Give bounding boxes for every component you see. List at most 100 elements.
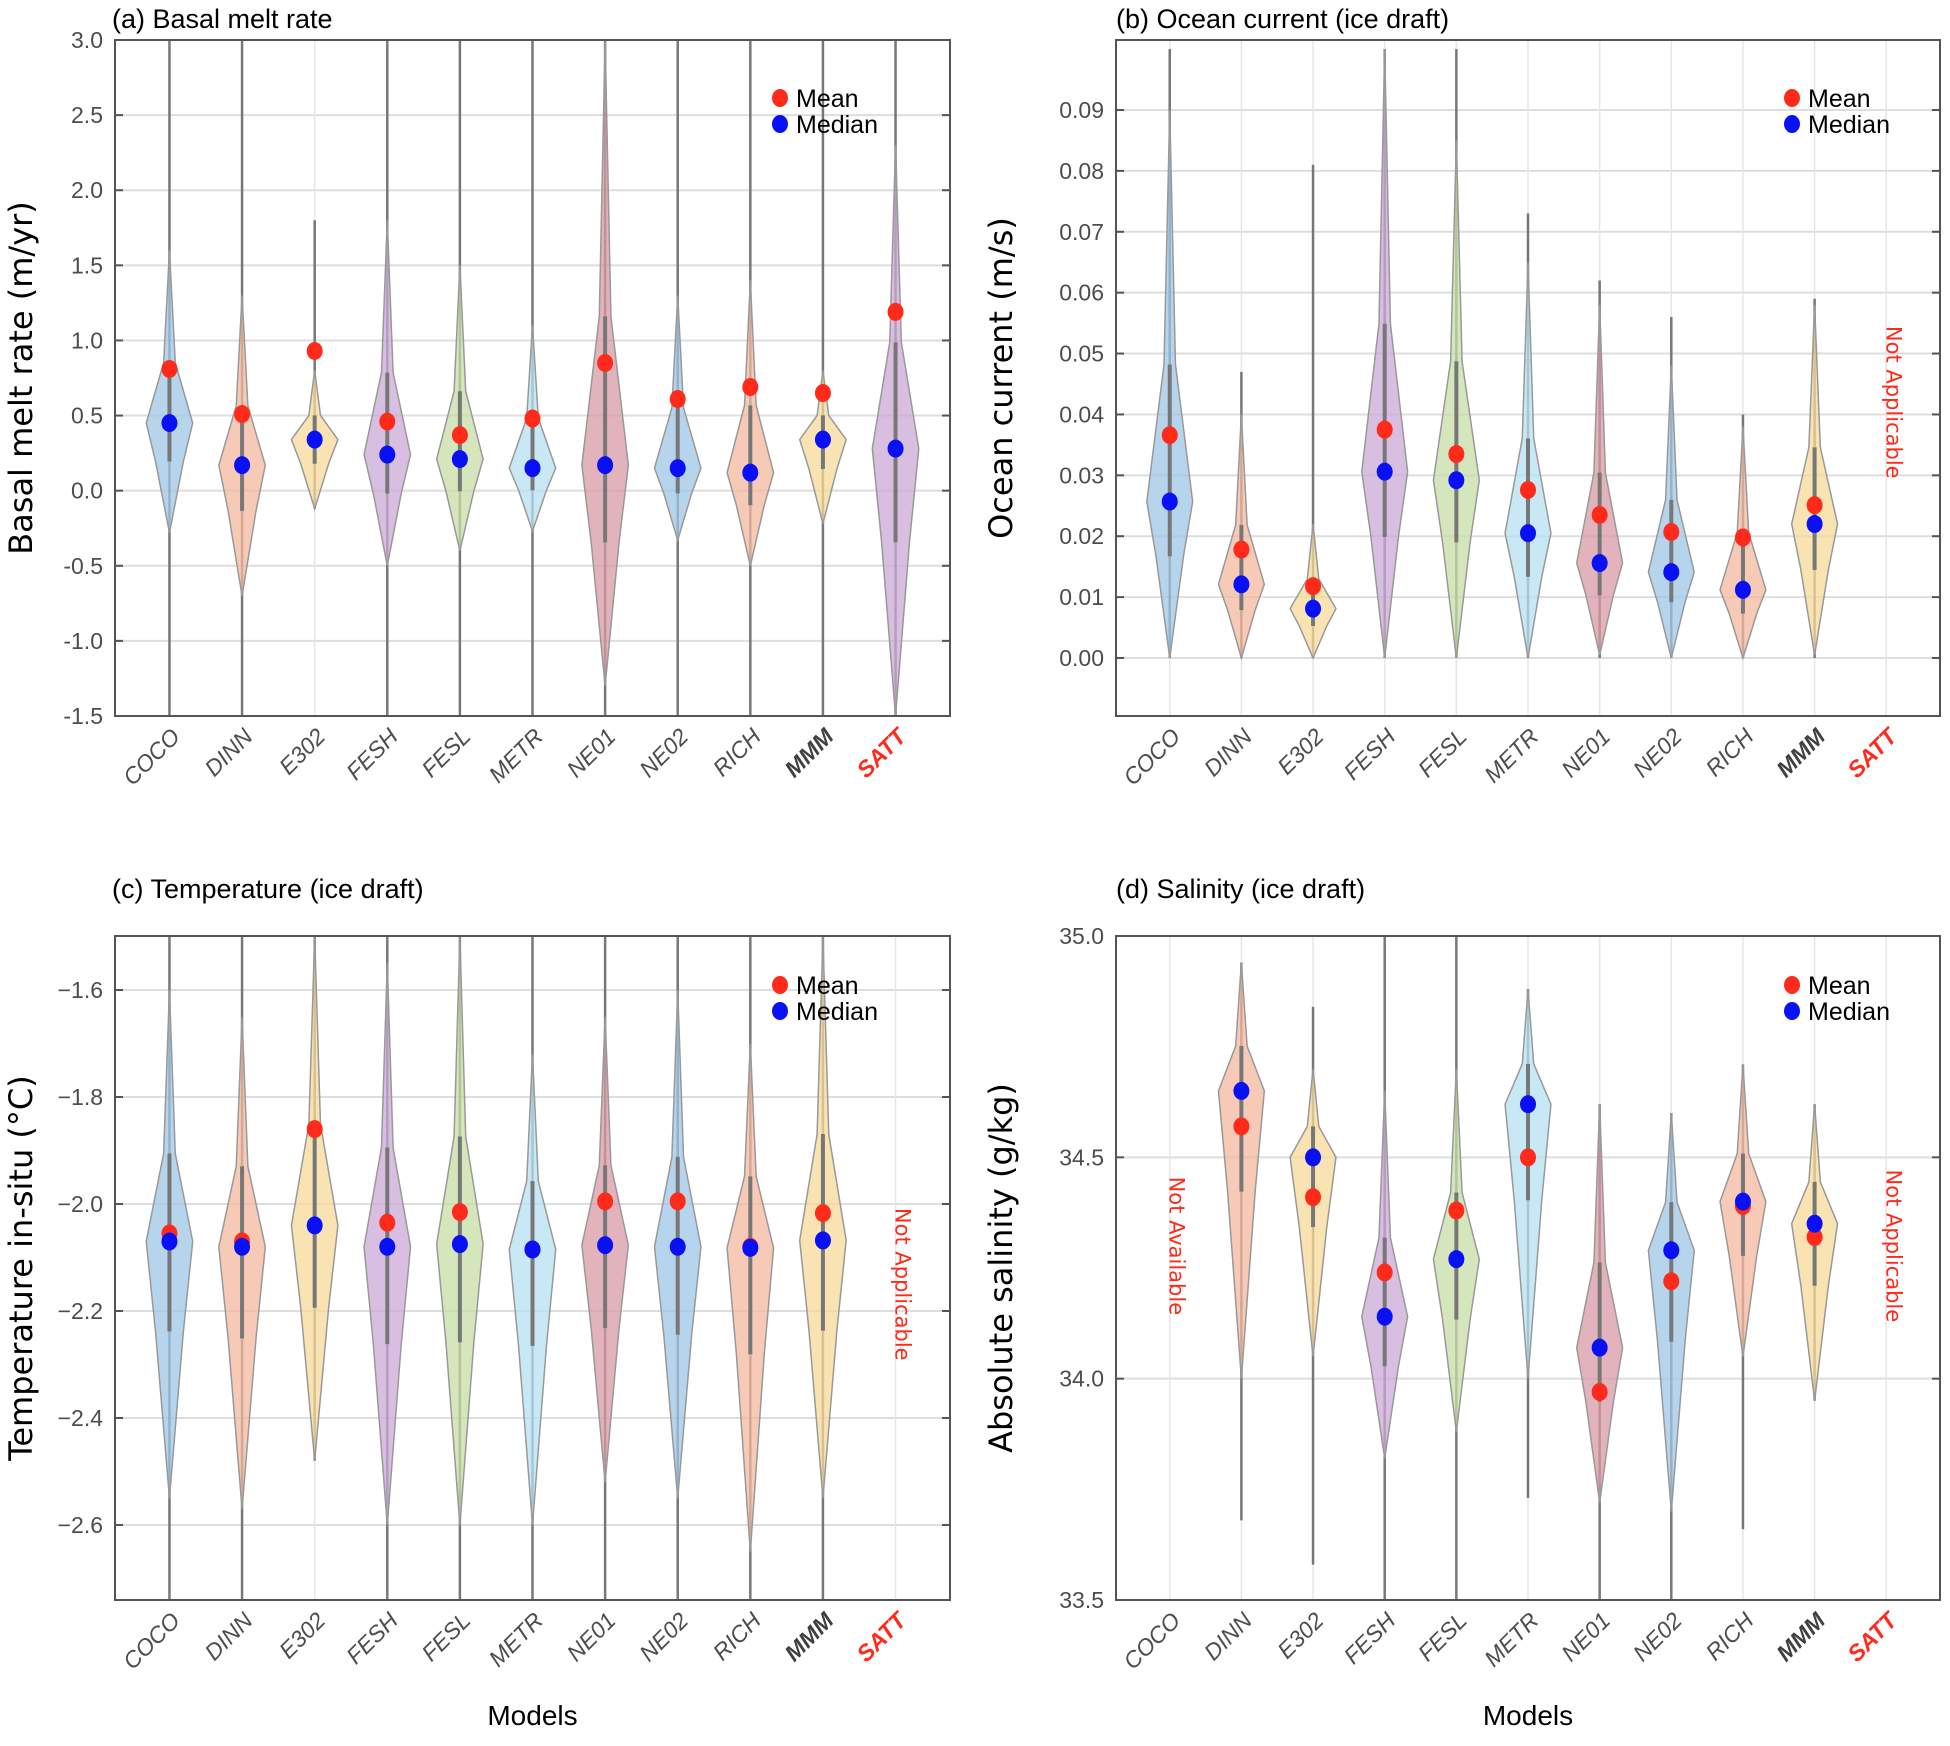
median-point (669, 459, 686, 478)
y-tick-label: -1.0 (63, 628, 103, 654)
x-tick-label: MMM (779, 1607, 839, 1667)
x-tick-label: NE01 (562, 723, 621, 782)
x-tick-label: FESH (341, 1607, 403, 1669)
x-tick-label: COCO (1118, 723, 1185, 790)
median-point (524, 459, 541, 478)
y-tick-label: 0.01 (1059, 584, 1104, 610)
mean-point (306, 341, 323, 360)
legend-median-label: Median (796, 111, 878, 139)
x-tick-label: E302 (274, 723, 331, 780)
legend-mean-label: Mean (1808, 972, 1871, 1000)
x-axis-label: Models (1483, 1700, 1573, 1731)
x-tick-label: SATT (851, 1606, 912, 1667)
median-point (524, 1240, 541, 1259)
x-tick-label: FESL (1413, 1607, 1472, 1666)
mean-point (1233, 1117, 1250, 1136)
mean-point (379, 1213, 396, 1232)
panel-title: (b) Ocean current (ice draft) (1116, 4, 1449, 34)
median-point (1376, 462, 1393, 481)
y-tick-label: 1.0 (71, 327, 103, 353)
x-tick-label: RICH (1700, 723, 1758, 781)
y-tick-label: 0.04 (1059, 401, 1104, 427)
legend-median-marker (772, 115, 788, 133)
panel-title: (a) Basal melt rate (112, 4, 333, 34)
mean-point (814, 1204, 831, 1223)
plot-frame (1115, 39, 1941, 717)
mean-point (524, 409, 541, 428)
x-tick-label: FESL (416, 1607, 475, 1666)
median-point (1448, 471, 1465, 490)
mean-point (1663, 522, 1680, 541)
legend-median-marker (1784, 1002, 1800, 1020)
plot-frame (1115, 935, 1941, 1601)
legend-mean-marker (772, 89, 788, 107)
x-tick-label: FESH (1338, 1607, 1400, 1669)
x-tick-label: NE02 (634, 723, 693, 782)
mean-point (451, 1203, 468, 1222)
mean-point (1806, 496, 1823, 515)
x-tick-label: FESL (416, 723, 475, 782)
y-tick-label: -1.5 (63, 703, 103, 729)
x-tick-label: FESH (341, 723, 403, 785)
not-applicable-note: Not Applicable (1881, 326, 1905, 479)
legend-mean-marker (1784, 976, 1800, 994)
median-point (306, 430, 323, 449)
y-tick-label: 2.5 (71, 102, 103, 128)
y-tick-label: −2.0 (58, 1191, 103, 1217)
mean-point (597, 1192, 614, 1211)
median-point (234, 456, 251, 475)
median-point (1305, 1148, 1322, 1167)
median-point (1520, 1095, 1536, 1114)
median-point (1734, 580, 1751, 599)
y-tick-label: −2.4 (58, 1405, 104, 1431)
median-point (234, 1237, 251, 1256)
mean-point (887, 302, 904, 321)
median-point (597, 1236, 614, 1255)
median-point (1591, 1338, 1608, 1357)
mean-point (1591, 505, 1608, 524)
mean-point (451, 426, 468, 445)
median-point (451, 1235, 468, 1254)
median-point (1376, 1307, 1393, 1326)
y-tick-label: −2.2 (58, 1298, 103, 1324)
not-applicable-note: Not Applicable (1881, 1170, 1905, 1323)
mean-point (1376, 1263, 1393, 1282)
panel-title: (c) Temperature (ice draft) (112, 874, 424, 904)
legend-median-marker (772, 1002, 788, 1020)
y-tick-label: 0.08 (1059, 158, 1104, 184)
x-tick-label: COCO (118, 1607, 185, 1674)
mean-point (1520, 480, 1536, 499)
y-tick-label: -0.5 (63, 553, 103, 579)
y-tick-label: 0.03 (1059, 462, 1104, 488)
median-point (1233, 575, 1250, 594)
median-point (306, 1216, 323, 1235)
x-tick-label: DINN (199, 723, 257, 781)
x-tick-label: SATT (851, 722, 912, 783)
x-tick-label: NE02 (634, 1607, 693, 1666)
mean-point (234, 405, 251, 424)
x-tick-label: FESH (1338, 723, 1400, 785)
mean-point (1233, 540, 1250, 559)
median-point (451, 450, 468, 469)
x-tick-label: COCO (1118, 1607, 1185, 1674)
y-tick-label: 1.5 (71, 252, 103, 278)
y-axis-label: Temperature in-situ (°C) (2, 1075, 40, 1461)
legend-median-label: Median (1808, 998, 1890, 1026)
median-point (1520, 524, 1536, 543)
panel-b: 0.00 0.01 0.02 0.03 0.04 0.05 0.06 0.07 0.08 0.09… (982, 4, 1941, 790)
panel-c: −2.6 −2.4 −2.2 −2.0 −1.8 −1.6 COCO DINN E302 FESH… (2, 874, 951, 1731)
mean-point (1305, 1188, 1322, 1207)
x-tick-label: DINN (1199, 723, 1257, 781)
legend-mean-label: Mean (796, 972, 859, 1000)
mean-point (669, 1192, 686, 1211)
y-tick-label: 0.05 (1059, 341, 1104, 367)
median-point (1663, 563, 1680, 582)
mean-point (1520, 1148, 1536, 1167)
x-tick-label: RICH (1700, 1607, 1758, 1665)
y-tick-label: 35.0 (1059, 923, 1104, 949)
x-tick-label: SATT (1842, 1606, 1903, 1667)
y-axis-label: Basal melt rate (m/yr) (2, 201, 40, 555)
